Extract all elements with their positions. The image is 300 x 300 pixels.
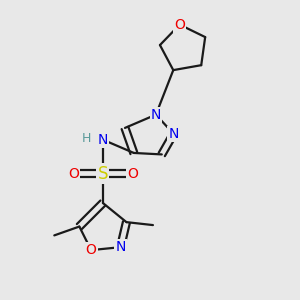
Text: N: N (151, 108, 161, 122)
Text: O: O (68, 167, 79, 181)
Text: N: N (98, 133, 108, 147)
Text: O: O (174, 18, 185, 32)
Text: N: N (168, 127, 179, 141)
Text: H: H (82, 132, 92, 145)
Text: N: N (116, 240, 126, 254)
Text: O: O (86, 243, 97, 257)
Text: S: S (98, 165, 108, 183)
Text: O: O (127, 167, 138, 181)
